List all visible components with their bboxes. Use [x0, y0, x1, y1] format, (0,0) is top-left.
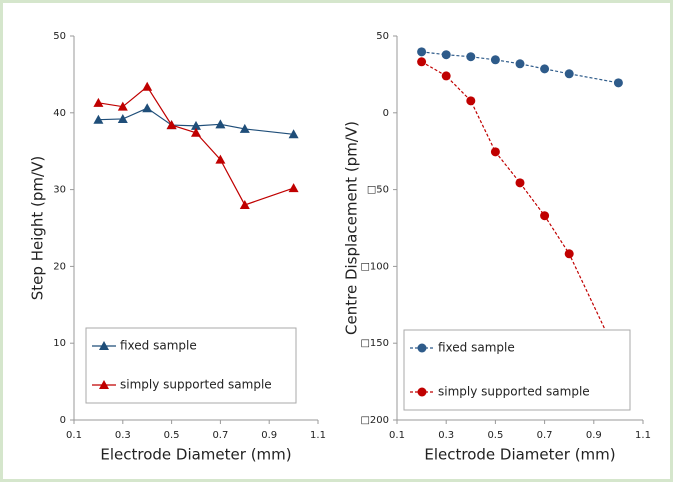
data-point — [490, 55, 500, 65]
series-line — [98, 85, 294, 206]
data-point — [142, 103, 153, 113]
x-tick-label: 0.9 — [261, 430, 277, 441]
y-tick-label: □200 — [360, 415, 389, 426]
legend-marker — [417, 343, 427, 353]
x-tick-label: 1.1 — [635, 430, 651, 441]
x-tick-label: 0.3 — [438, 430, 454, 441]
y-tick-label: 20 — [53, 261, 66, 272]
y-tick-label: 0 — [60, 415, 66, 426]
y-tick-label: □100 — [360, 261, 389, 272]
y-tick-label: □150 — [360, 338, 389, 349]
x-axis-label: Electrode Diameter (mm) — [100, 446, 291, 464]
data-point — [142, 81, 153, 91]
x-tick-label: 0.3 — [115, 430, 131, 441]
data-point — [417, 57, 427, 67]
legend-label: simply supported sample — [120, 378, 272, 392]
data-point — [613, 78, 623, 88]
legend-marker — [99, 341, 109, 350]
legend-box — [403, 329, 631, 411]
data-point — [466, 52, 476, 62]
data-point — [117, 113, 128, 123]
series-line — [98, 107, 294, 135]
y-tick-label: 50 — [376, 31, 389, 42]
data-point — [288, 129, 299, 139]
legend-marker — [417, 387, 427, 397]
data-point — [191, 127, 201, 137]
y-tick-label: 30 — [53, 185, 66, 196]
data-point — [564, 69, 574, 79]
y-tick-label: □50 — [367, 185, 389, 196]
data-point — [117, 101, 128, 111]
x-tick-label: 0.5 — [487, 430, 503, 441]
legend-label: fixed sample — [438, 341, 515, 355]
data-point — [215, 154, 226, 164]
data-point — [166, 120, 177, 130]
x-tick-label: 0.1 — [66, 430, 82, 441]
x-tick-label: 0.1 — [389, 430, 405, 441]
x-tick-label: 0.5 — [164, 430, 180, 441]
data-point — [515, 178, 525, 188]
data-point — [441, 50, 451, 60]
data-point — [540, 64, 550, 74]
x-tick-label: 0.9 — [586, 430, 602, 441]
y-tick-label: 50 — [53, 31, 66, 42]
data-point — [215, 119, 226, 129]
y-tick-label: 0 — [383, 108, 389, 119]
data-point — [564, 249, 574, 259]
x-axis-label: Electrode Diameter (mm) — [424, 446, 615, 464]
data-point — [466, 96, 476, 106]
data-point — [239, 123, 250, 133]
data-point — [93, 114, 104, 124]
y-tick-label: 40 — [53, 108, 66, 119]
data-point — [540, 211, 550, 221]
data-point — [515, 59, 525, 69]
data-point — [239, 199, 250, 209]
y-tick-label: 10 — [53, 338, 66, 349]
legend-label: fixed sample — [120, 339, 197, 353]
y-axis-label: Centre Displacement (pm/V) — [343, 121, 361, 335]
data-point — [417, 47, 427, 57]
y-axis-label: Step Height (pm/V) — [29, 156, 47, 300]
data-point — [191, 120, 201, 130]
x-tick-label: 1.1 — [310, 430, 326, 441]
x-tick-label: 0.7 — [212, 430, 228, 441]
legend-label: simply supported sample — [438, 385, 590, 399]
legend-marker — [99, 380, 109, 389]
x-tick-label: 0.7 — [537, 430, 553, 441]
data-point — [288, 183, 299, 193]
data-point — [441, 71, 451, 81]
legend-box — [85, 327, 297, 404]
data-point — [93, 97, 104, 107]
data-point — [490, 147, 500, 157]
